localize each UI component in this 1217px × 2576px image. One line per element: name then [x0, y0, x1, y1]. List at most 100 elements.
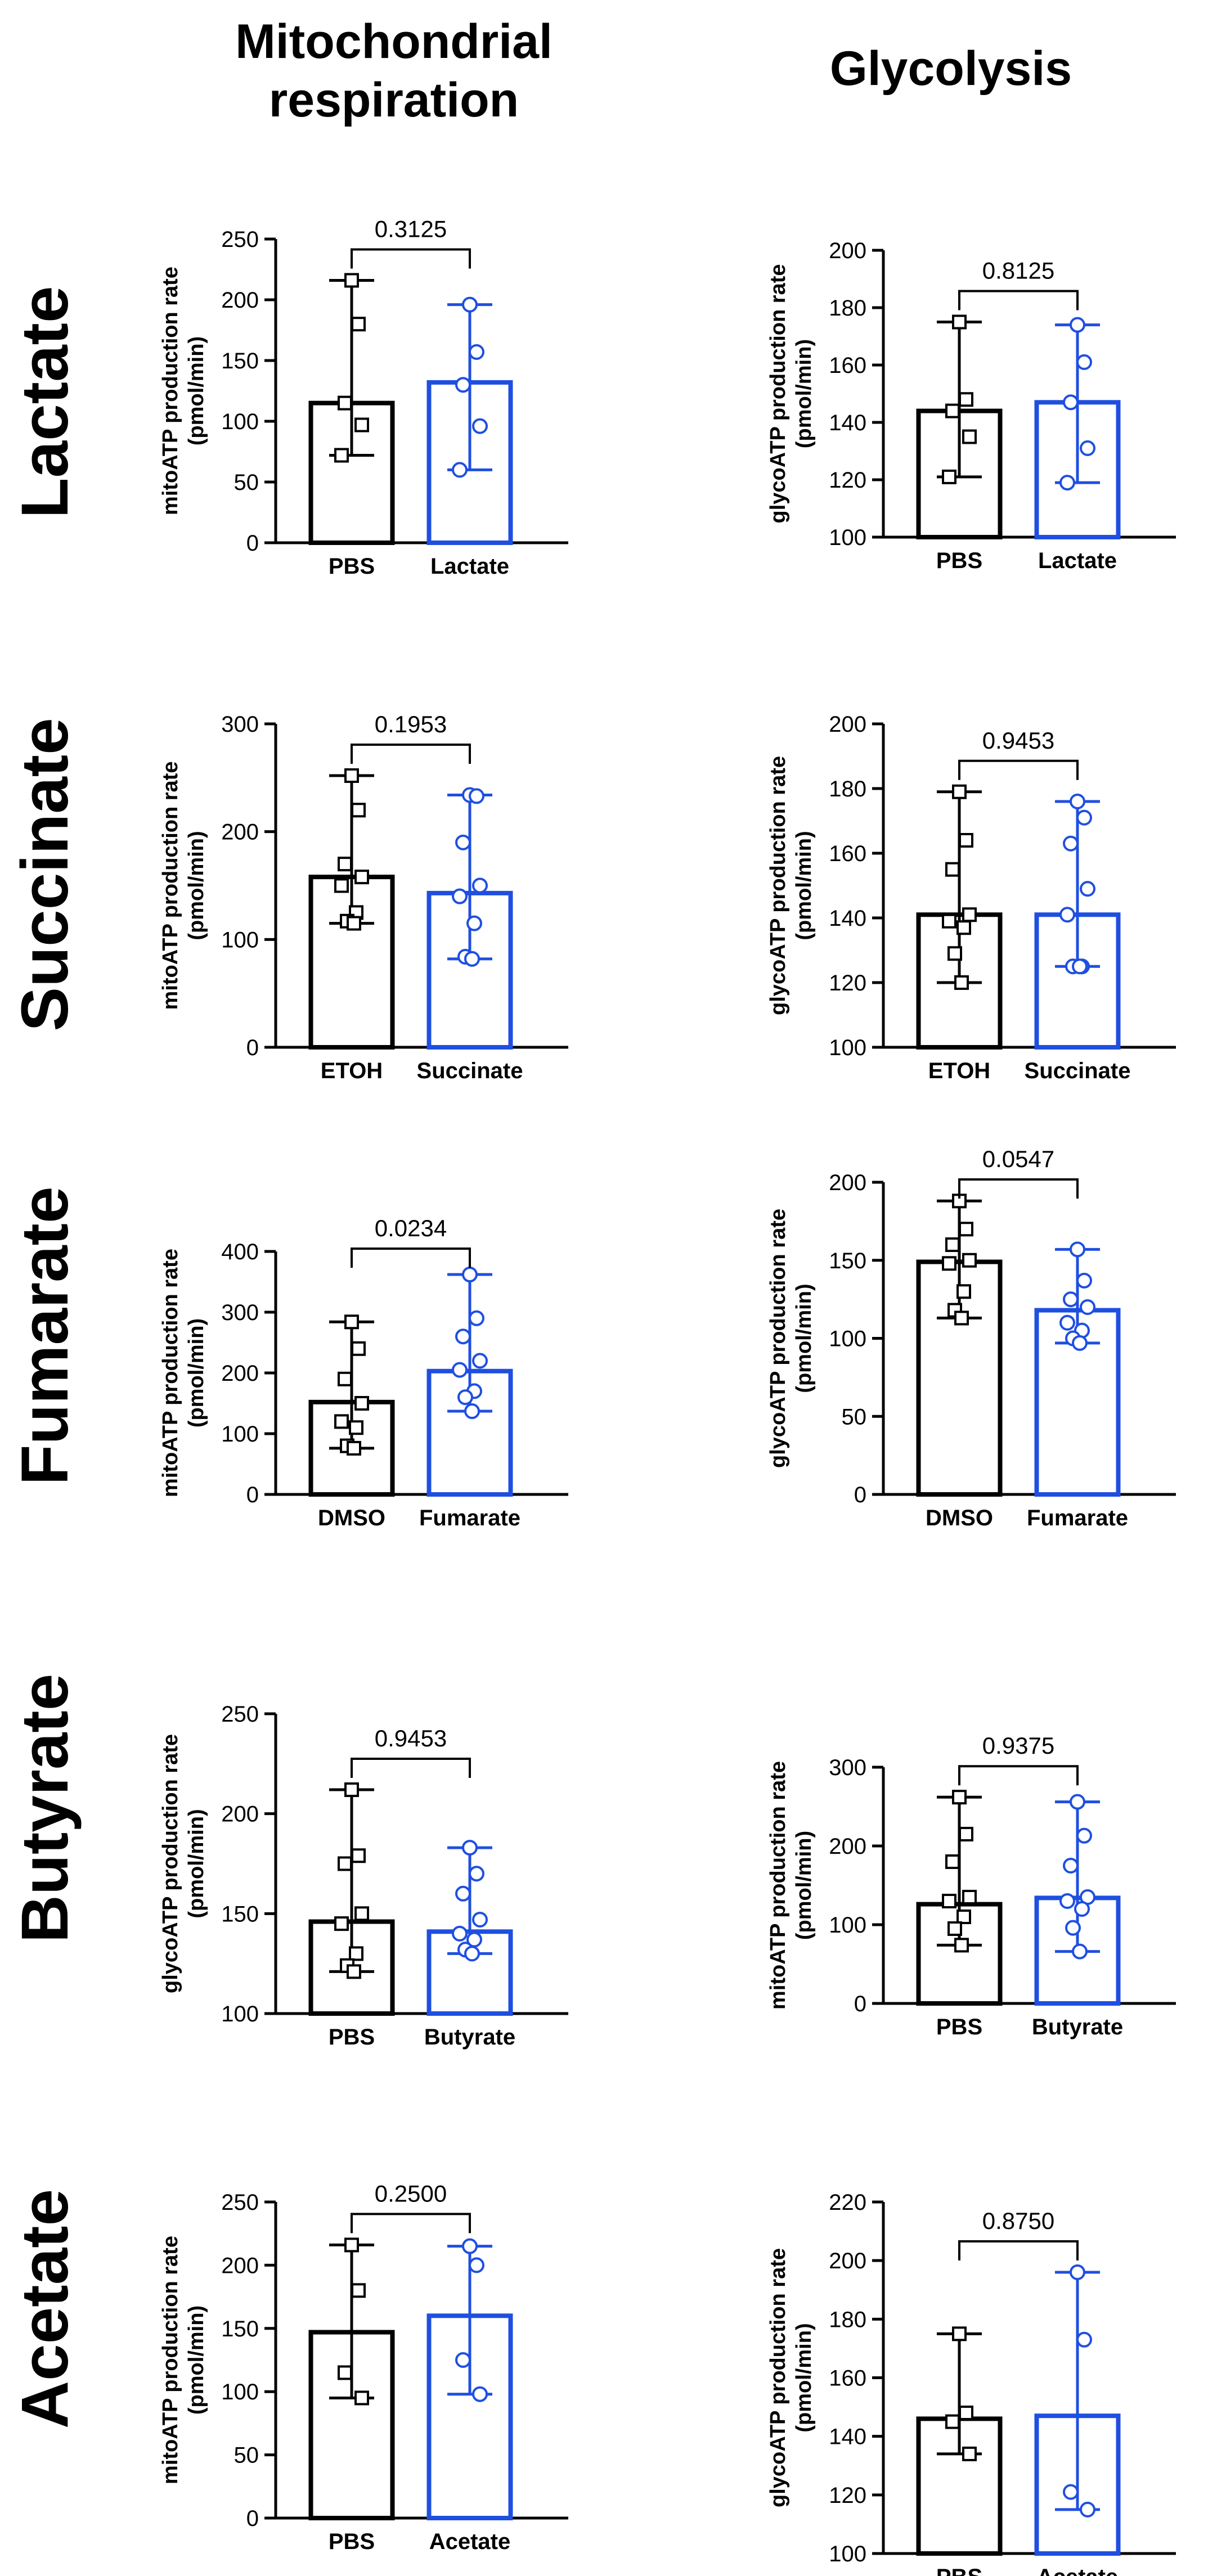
p-value: 0.1953 [375, 711, 447, 737]
chart-8: 0 50 100 150 200 250 mitoATP production rate (p… [159, 2180, 568, 2554]
data-point [1076, 354, 1092, 370]
x-tick-label: PBS [329, 2529, 375, 2554]
y-tick-label: 0 [246, 1483, 259, 1507]
data-point [947, 946, 962, 961]
data-point [466, 915, 482, 931]
data-point [1065, 1920, 1081, 1936]
data-point [1059, 1893, 1075, 1909]
y-tick-label: 150 [221, 1902, 259, 1926]
data-point [455, 834, 471, 850]
y-tick-label: 100 [221, 1422, 259, 1447]
data-point [354, 1906, 369, 1921]
chart-9: 100 120 140 160 180 200 220 glycoATP production… [766, 2190, 1176, 2576]
significance-bracket [351, 248, 471, 269]
data-point [959, 1222, 973, 1237]
significance-bracket [351, 2213, 471, 2233]
data-point [455, 1885, 471, 1902]
y-tick-label: 0 [854, 1992, 866, 2016]
y-tick-label: 200 [829, 1170, 866, 1195]
data-point [1076, 1827, 1092, 1844]
data-point [1080, 881, 1095, 897]
y-tick-label: 160 [829, 841, 866, 866]
x-tick-label: Fumarate [1027, 1506, 1128, 1530]
data-point [1059, 907, 1075, 923]
y-tick-label: 300 [221, 1300, 259, 1325]
y-axis-label: mitoATP production rate (pmol/min) [766, 1761, 816, 2010]
y-tick-label: 100 [829, 1913, 866, 1938]
data-point [952, 784, 967, 799]
y-tick-label: 180 [829, 296, 866, 321]
data-point [1080, 440, 1095, 456]
data-point [472, 2386, 488, 2402]
y-axis-label: glycoATP production rate (pmol/min) [766, 2248, 816, 2507]
data-point [962, 1253, 977, 1268]
data-point [464, 1403, 480, 1420]
data-point [344, 768, 359, 783]
data-point [354, 2390, 369, 2406]
data-point [1063, 1291, 1079, 1308]
p-value: 0.9453 [982, 727, 1054, 754]
data-point [351, 803, 366, 818]
y-tick-label: 220 [829, 2190, 866, 2215]
data-point [469, 344, 484, 360]
data-point [945, 403, 960, 418]
x-tick-label: ETOH [928, 1059, 990, 1083]
p-value: 0.3125 [375, 215, 447, 242]
data-point [462, 296, 478, 313]
data-point [1059, 1314, 1075, 1331]
y-tick-label: 0 [854, 1483, 866, 1507]
data-point [945, 2414, 960, 2429]
data-point [334, 448, 349, 463]
data-point [354, 1396, 369, 1411]
x-tick-label: Fumarate [419, 1506, 520, 1530]
significance-bracket [958, 2240, 1079, 2260]
data-point [354, 870, 369, 885]
y-tick-label: 50 [234, 470, 259, 495]
data-point [347, 1964, 361, 1979]
y-tick-label: 50 [234, 2443, 259, 2468]
y-tick-label: 180 [829, 777, 866, 801]
data-point [956, 1910, 971, 1924]
data-point [351, 2283, 366, 2298]
y-tick-label: 200 [221, 820, 259, 845]
data-point [1070, 1794, 1085, 1810]
significance-bracket [958, 759, 1079, 780]
data-point [942, 1894, 956, 1908]
data-point [956, 1284, 971, 1299]
data-point [942, 469, 956, 484]
y-tick-label: 100 [221, 2380, 259, 2404]
data-point [954, 1310, 969, 1326]
data-point [344, 2237, 359, 2253]
y-tick-label: 140 [829, 2425, 866, 2449]
data-point [1063, 2484, 1079, 2500]
data-point [455, 1328, 471, 1345]
data-point [462, 1267, 478, 1283]
data-point [962, 1890, 977, 1904]
y-tick-label: 100 [829, 1327, 866, 1352]
data-point [959, 1827, 973, 1841]
x-tick-label: Butyrate [424, 2025, 515, 2050]
chart-7: 0 100 200 300 mitoATP production rate (pmol/m… [766, 1732, 1176, 2039]
x-tick-label: PBS [936, 548, 982, 573]
p-value: 0.9453 [375, 1725, 447, 1751]
significance-bracket [351, 1758, 471, 1778]
y-tick-label: 250 [221, 227, 259, 252]
y-tick-label: 300 [829, 1755, 866, 1780]
data-point [472, 877, 488, 894]
chart-5: 0 50 100 150 200 glycoATP production rate (pmo… [766, 1146, 1176, 1530]
x-tick-label: PBS [329, 554, 375, 579]
chart-4: 0 100 200 300 400 mitoATP production rate (pmo… [159, 1215, 568, 1530]
column-title-glyco: Glycolysis [829, 42, 1072, 96]
data-point [952, 314, 967, 330]
data-point [947, 1921, 962, 1936]
data-point [1072, 1943, 1088, 1960]
data-point [945, 1854, 960, 1869]
data-point [469, 788, 484, 804]
y-tick-label: 160 [829, 353, 866, 378]
data-point [464, 1945, 480, 1962]
data-point [469, 2257, 484, 2273]
data-point [338, 395, 352, 411]
chart-2: 0 100 200 300 mitoATP production rate (pmol/m… [159, 711, 568, 1083]
y-tick-label: 250 [221, 2190, 259, 2215]
data-point [462, 2238, 478, 2254]
